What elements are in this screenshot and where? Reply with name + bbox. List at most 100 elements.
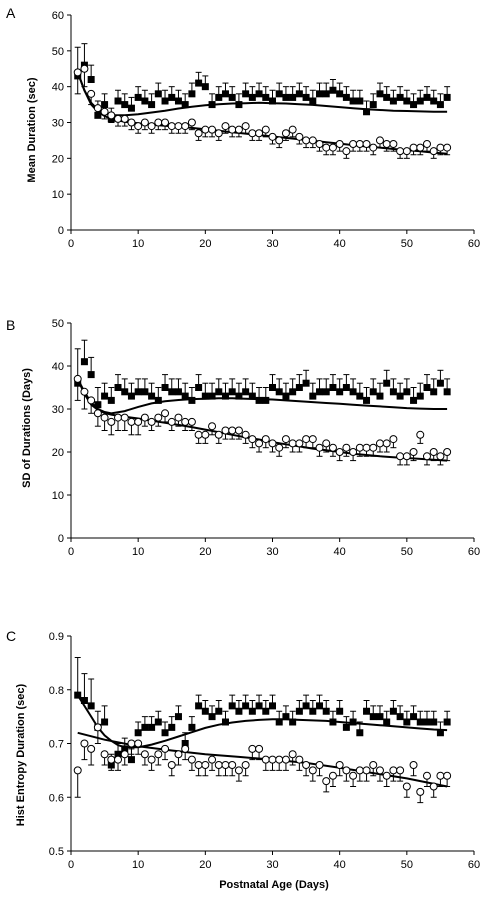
data-point-circle (275, 755, 284, 764)
data-point-square (302, 379, 310, 387)
data-point-circle (87, 744, 96, 753)
data-point-square (369, 388, 377, 396)
data-point-circle (328, 771, 337, 780)
data-point-circle (107, 111, 116, 120)
data-point-circle (127, 118, 136, 127)
data-point-circle (221, 122, 230, 131)
data-point-square (107, 396, 115, 404)
data-point-circle (228, 125, 237, 134)
data-point-square (443, 718, 451, 726)
data-point-circle (335, 448, 344, 456)
data-point-circle (443, 448, 452, 456)
data-point-circle (174, 122, 183, 131)
data-point-square (195, 79, 203, 87)
x-tick-label: 20 (199, 238, 211, 250)
data-point-square (101, 718, 109, 726)
data-point-square (255, 90, 263, 98)
data-point-circle (87, 396, 96, 405)
data-point-square (423, 93, 431, 101)
data-point-square (329, 86, 337, 94)
data-point-circle (161, 118, 170, 127)
y-axis-label: Mean Duration (sec) (26, 77, 38, 182)
data-point-square (396, 93, 404, 101)
data-point-square (436, 729, 444, 737)
data-point-circle (342, 443, 351, 452)
data-point-square (389, 97, 397, 105)
data-point-square (228, 93, 236, 101)
data-point-square (309, 97, 317, 105)
data-point-circle (248, 435, 257, 444)
data-point-circle (201, 761, 210, 769)
data-point-circle (416, 143, 425, 152)
data-point-square (289, 93, 297, 101)
data-point-circle (422, 140, 431, 148)
data-point-circle (241, 430, 250, 439)
data-point-circle (228, 761, 237, 769)
y-tick-label: 30 (52, 404, 64, 416)
data-point-circle (302, 136, 311, 145)
data-point-circle (281, 755, 290, 764)
data-point-circle (201, 430, 210, 439)
data-point-square (154, 396, 162, 404)
data-point-circle (221, 761, 230, 769)
data-point-circle (315, 761, 324, 769)
data-point-square (376, 90, 384, 98)
data-point-square (316, 702, 324, 710)
data-point-square (195, 702, 203, 710)
data-point-square (316, 388, 324, 396)
data-point-circle (335, 140, 344, 148)
data-point-circle (302, 761, 311, 769)
y-tick-label: 0.7 (49, 739, 64, 751)
x-tick-label: 60 (468, 859, 480, 871)
data-point-square (235, 707, 243, 715)
data-point-square (154, 718, 162, 726)
data-point-circle (349, 448, 358, 456)
y-tick-label: 10 (52, 490, 64, 502)
data-point-square (363, 396, 371, 404)
data-point-square (114, 750, 122, 758)
data-point-square (363, 707, 371, 715)
x-axis-label: Postnatal Age (Days) (219, 879, 329, 891)
data-point-circle (409, 143, 418, 152)
data-point-square (235, 101, 243, 109)
data-point-square (369, 101, 377, 109)
data-point-square (101, 101, 109, 109)
data-point-circle (342, 766, 351, 775)
data-point-square (430, 718, 438, 726)
data-point-circle (322, 439, 331, 448)
data-point-circle (187, 755, 196, 764)
x-tick-label: 40 (334, 546, 346, 558)
data-point-circle (73, 68, 82, 77)
data-point-circle (194, 129, 203, 138)
data-point-square (248, 707, 256, 715)
data-point-circle (147, 755, 156, 764)
data-point-circle (369, 443, 378, 452)
data-point-circle (261, 435, 270, 444)
data-point-circle (80, 64, 89, 73)
panel-c: C Hist Entropy Duration (sec) Postnatal … (6, 628, 480, 891)
data-point-circle (174, 413, 183, 422)
data-point-square (114, 97, 122, 105)
data-point-square (403, 97, 411, 105)
data-point-square (134, 729, 142, 737)
data-point-square (295, 90, 303, 98)
data-point-square (94, 401, 102, 409)
data-point-square (248, 392, 256, 400)
data-marks (73, 43, 452, 159)
data-point-circle (322, 777, 331, 786)
data-point-square (349, 97, 357, 105)
data-point-square (181, 392, 189, 400)
data-point-circle (295, 439, 304, 448)
data-point-circle (389, 435, 398, 444)
data-point-square (221, 718, 229, 726)
data-point-square (121, 101, 129, 109)
x-tick-label: 20 (199, 859, 211, 871)
data-point-square (161, 384, 169, 391)
data-point-square (148, 392, 156, 400)
data-point-circle (147, 417, 156, 426)
data-point-circle (396, 452, 405, 461)
data-point-circle (402, 782, 411, 791)
y-tick-label: 40 (52, 361, 64, 373)
data-point-square (295, 384, 303, 391)
data-point-circle (308, 435, 317, 444)
